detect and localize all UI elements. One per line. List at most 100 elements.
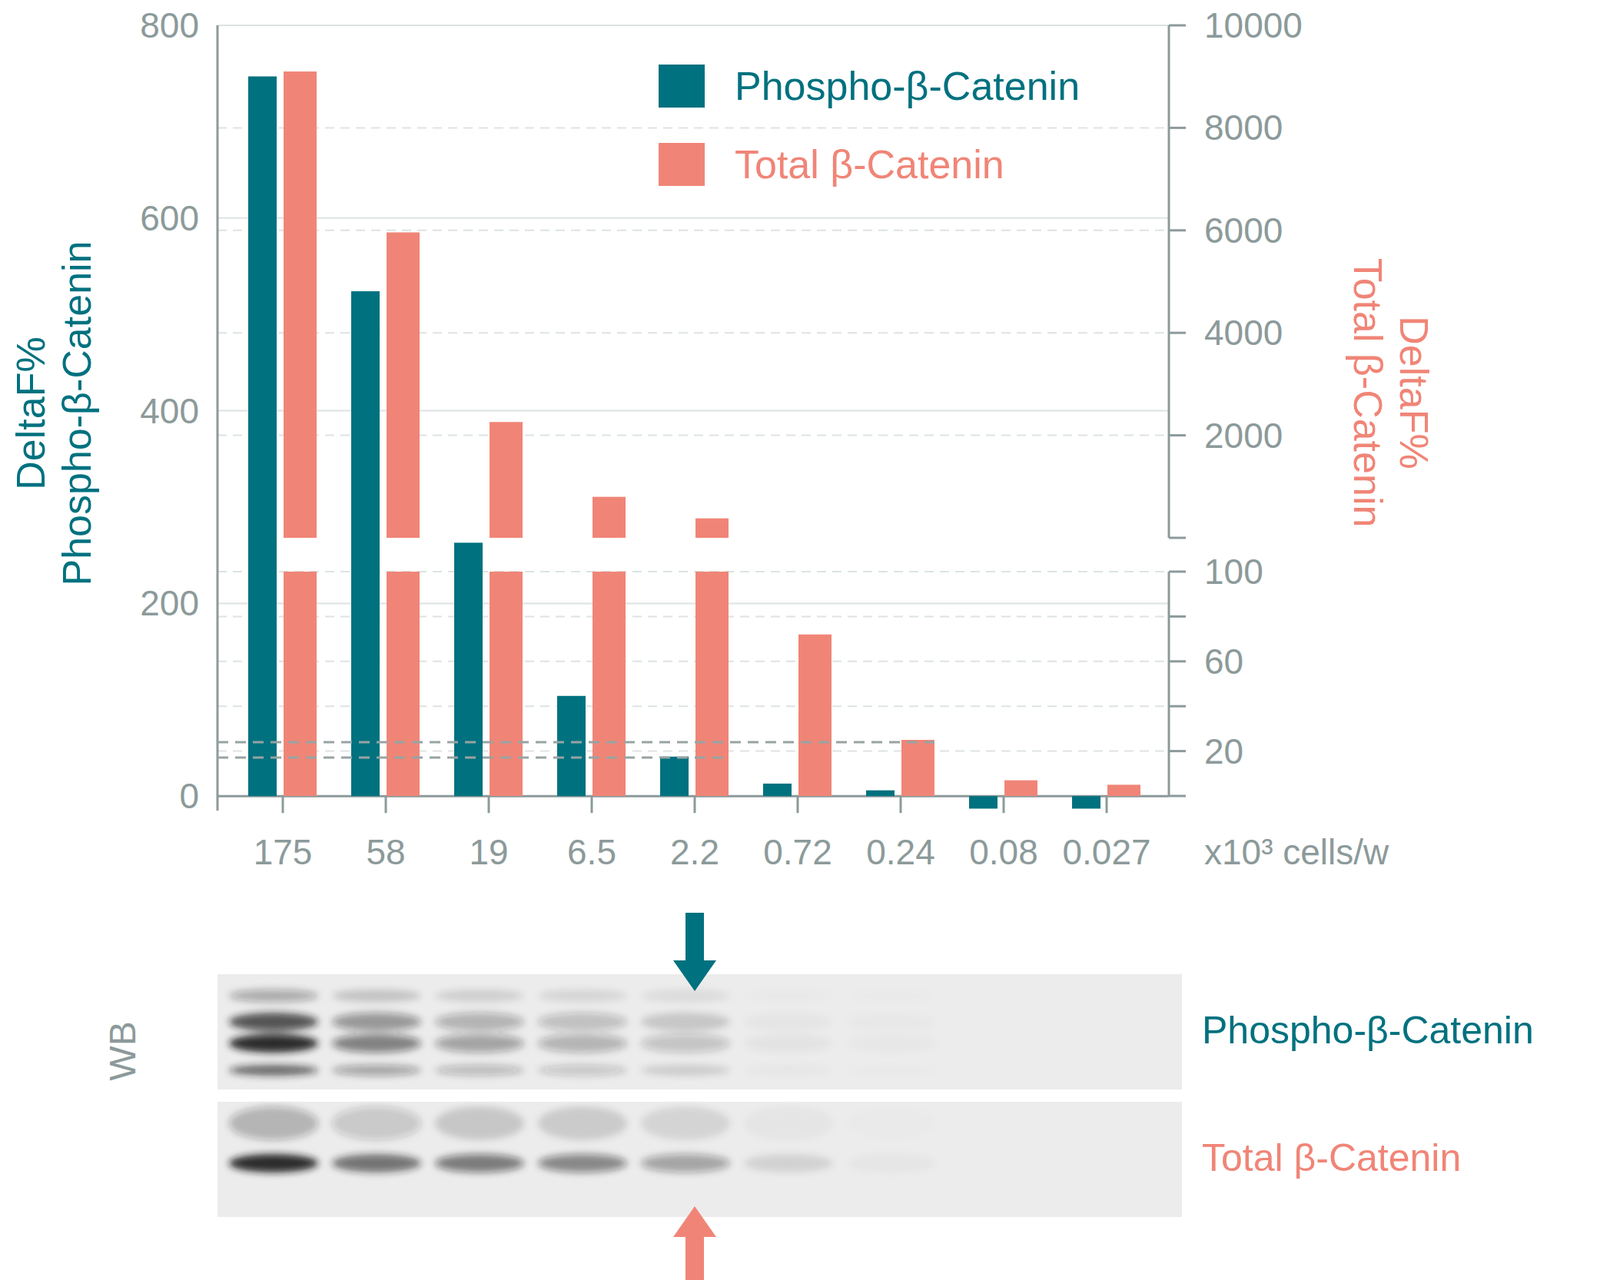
series-phospho [248, 76, 1101, 809]
bar [283, 71, 317, 538]
grid-line [217, 217, 1169, 220]
tick-label: 20 [1204, 731, 1244, 772]
tick-label: 10000 [1204, 5, 1303, 46]
tick-label: 6.5 [567, 832, 617, 873]
y2-axis-label: DeltaF% [1391, 315, 1437, 469]
tick-label: 175 [253, 832, 313, 873]
y-axis: 0200400600800 [139, 5, 218, 817]
blot-band [331, 989, 422, 1003]
blot-band [434, 989, 525, 1003]
tick [487, 796, 491, 814]
blot-band [434, 1106, 525, 1141]
blot-band [743, 1065, 834, 1076]
legend-swatch [658, 64, 705, 108]
reference-line [217, 740, 935, 744]
bar [660, 756, 689, 797]
tick [1168, 229, 1186, 232]
blot-band [846, 989, 937, 1003]
bar [557, 696, 586, 797]
blot-band [537, 1034, 628, 1053]
tick [1168, 434, 1186, 437]
tick [1168, 331, 1186, 335]
blot-band [331, 1012, 422, 1032]
grid-line [217, 229, 1169, 232]
blot-band [229, 1034, 319, 1053]
bar [386, 232, 420, 538]
tick [1168, 750, 1186, 753]
bar [969, 796, 998, 809]
tick-label: 2000 [1204, 415, 1283, 456]
blot-band [640, 1106, 731, 1141]
blot-band [434, 1065, 525, 1076]
grid-line [217, 24, 1169, 27]
bar [695, 571, 729, 797]
bar [763, 783, 792, 797]
blot-band [640, 1065, 731, 1076]
tick-label: 4000 [1204, 312, 1283, 353]
tick [1168, 24, 1186, 27]
grid-line [217, 24, 1169, 27]
tick [282, 796, 285, 814]
tick [1168, 126, 1186, 130]
reference-line [217, 756, 729, 760]
tick-label: 58 [365, 832, 405, 873]
bar [695, 518, 729, 538]
blot-band [331, 1034, 422, 1053]
tick-label: 2.2 [670, 832, 720, 873]
tick-label: 600 [139, 198, 200, 239]
blot-band [229, 1106, 319, 1141]
blot-band [640, 989, 731, 1003]
tick-label: 0.08 [969, 832, 1039, 873]
legend-label: Phospho-β-Catenin [734, 63, 1080, 109]
bar [386, 571, 420, 797]
bar [1107, 784, 1141, 797]
bar [489, 421, 523, 538]
series-total [283, 71, 729, 538]
legend: Phospho-β-CateninTotal β-Catenin [658, 63, 1080, 187]
blot-bands [229, 1106, 937, 1173]
blot-band [743, 1012, 834, 1032]
blot-band [846, 1065, 937, 1076]
blot-band [229, 1065, 319, 1076]
tick [899, 796, 903, 814]
bar [489, 571, 523, 797]
bar [901, 740, 935, 797]
legend-swatch [658, 142, 705, 186]
tick-label: 60 [1204, 641, 1244, 682]
tick-label: 6000 [1204, 210, 1283, 251]
bar [1072, 796, 1101, 809]
blot-band [743, 1034, 834, 1053]
blot: Phospho-β-Catenin Total β-Catenin WB [102, 974, 1534, 1218]
tick-label: 0.72 [763, 832, 833, 873]
blot-band [537, 1065, 628, 1076]
bar [248, 76, 277, 797]
blot-band [229, 1154, 319, 1173]
minor-tick [1168, 705, 1186, 708]
blot-band [229, 989, 319, 1003]
x-axis: 17558196.52.20.720.240.080.027x10³ cells… [217, 796, 1390, 873]
blot-title: WB [102, 1021, 143, 1081]
axis-cap [1168, 795, 1186, 798]
series-total [283, 571, 1141, 797]
blot-band [434, 1012, 525, 1032]
blot-band [537, 1154, 628, 1173]
blot-band [640, 1012, 731, 1032]
bar [798, 634, 832, 797]
blot-label: Phospho-β-Catenin [1201, 1009, 1534, 1053]
blot-bands [229, 989, 937, 1076]
tick [1168, 660, 1186, 663]
blot-band [537, 989, 628, 1003]
tick [1105, 796, 1109, 814]
blot-band [229, 1012, 319, 1032]
blot-band [537, 1106, 628, 1141]
blot-band [331, 1106, 422, 1141]
blot-band [434, 1034, 525, 1053]
blot-panel [217, 1102, 1182, 1218]
tick [693, 796, 697, 814]
blot-panel [217, 974, 1182, 1090]
tick-label: 800 [139, 5, 200, 46]
blot-band [640, 1154, 731, 1173]
bar [866, 790, 895, 797]
blot-label: Total β-Catenin [1201, 1136, 1461, 1180]
axis-cap [1168, 537, 1186, 540]
